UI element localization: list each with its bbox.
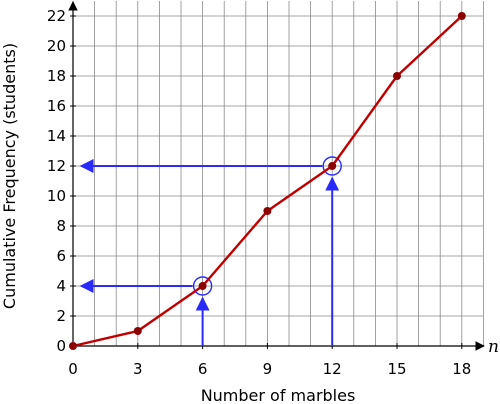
y-tick-label: 16 bbox=[47, 97, 66, 115]
x-tick-label: 9 bbox=[263, 360, 273, 378]
data-point bbox=[457, 12, 466, 20]
y-tick-label: 20 bbox=[47, 37, 66, 55]
y-tick-label: 8 bbox=[56, 217, 66, 235]
x-tick-label: 12 bbox=[323, 360, 342, 378]
y-tick-label: 10 bbox=[47, 187, 66, 205]
x-tick-label: 0 bbox=[68, 360, 78, 378]
x-axis-symbol: n bbox=[488, 337, 499, 357]
x-tick-label: 15 bbox=[387, 360, 406, 378]
readoff-highlight-circle bbox=[192, 276, 213, 296]
data-point bbox=[69, 342, 77, 350]
y-tick-label: 6 bbox=[56, 247, 66, 265]
grid-lines bbox=[72, 1, 484, 347]
x-tick-label: 18 bbox=[452, 360, 471, 378]
data-point bbox=[263, 207, 272, 215]
y-tick-label: 22 bbox=[47, 7, 66, 25]
data-point bbox=[393, 72, 401, 80]
y-tick-label: 12 bbox=[47, 157, 66, 175]
data-point bbox=[198, 282, 207, 290]
data-series bbox=[69, 12, 466, 350]
y-tick-label: 4 bbox=[56, 277, 66, 295]
y-tick-label: 18 bbox=[47, 67, 66, 85]
x-axis-label: Number of marbles bbox=[201, 386, 356, 404]
x-tick-label: 3 bbox=[133, 360, 143, 378]
y-tick-label: 2 bbox=[56, 307, 66, 325]
data-point bbox=[328, 162, 337, 170]
x-tick-label: 6 bbox=[198, 360, 208, 378]
data-point bbox=[133, 327, 142, 335]
axes bbox=[68, 1, 485, 351]
readoff-annotations bbox=[79, 156, 342, 346]
tick-labels: 0 3 6 9 12 15 18 0 2 4 6 8 10 12 14 16 18 20 22 bbox=[47, 7, 471, 378]
y-tick-label: 14 bbox=[47, 127, 66, 145]
y-axis-label: Cumulative Frequency (students) bbox=[0, 43, 19, 309]
readoff-highlight-circle bbox=[322, 156, 342, 176]
y-tick-label: 0 bbox=[56, 337, 66, 355]
